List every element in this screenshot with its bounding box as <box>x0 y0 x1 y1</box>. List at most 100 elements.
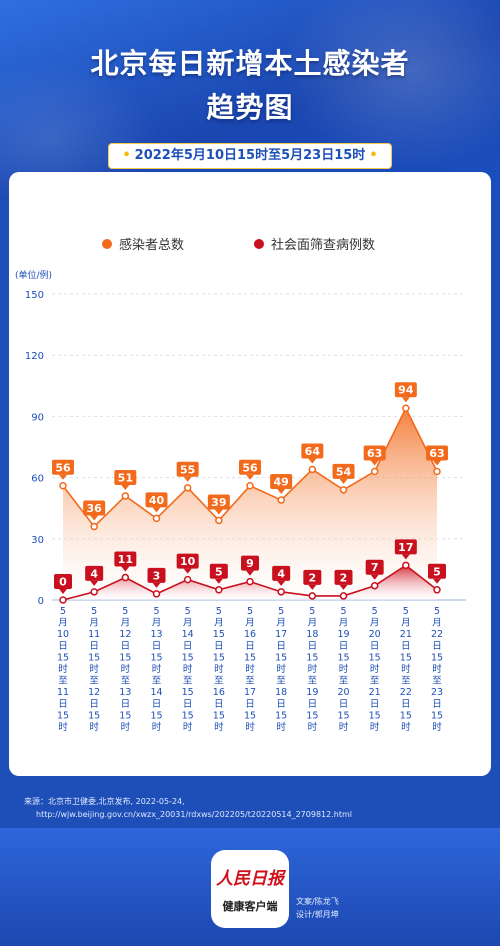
x-tick-char: 至 <box>89 676 99 687</box>
x-tick-char: 15 <box>182 710 194 721</box>
x-tick-char: 日 <box>308 699 318 710</box>
x-tick-char: 15 <box>119 710 131 721</box>
data-label: 64 <box>301 443 324 464</box>
x-tick-char: 时 <box>276 663 286 675</box>
x-tick-char: 日 <box>214 699 224 710</box>
x-tick-char: 5 <box>60 606 66 617</box>
credit-designer: 设计/郭月坤 <box>296 910 339 919</box>
data-label-text: 55 <box>180 463 195 476</box>
data-label-text: 63 <box>429 447 444 460</box>
source-url: http://wjw.beijing.gov.cn/xwzx_20031/rdx… <box>36 810 352 819</box>
x-tick-char: 月 <box>339 618 349 629</box>
data-label-box <box>301 443 324 459</box>
data-label-box <box>394 539 417 555</box>
data-label-text: 63 <box>367 447 382 460</box>
y-unit-label: (单位/例) <box>15 269 52 281</box>
data-label-text: 40 <box>149 494 165 507</box>
x-tick-char: 15 <box>213 652 225 663</box>
data-label-box <box>332 463 355 479</box>
data-label-box <box>303 569 322 585</box>
legend-marker <box>102 239 112 249</box>
x-tick-char: 日 <box>121 699 131 710</box>
date-range-badge: • 2022年5月10日15时至5月23日15时 • <box>108 143 392 169</box>
data-label: 11 <box>114 551 137 572</box>
x-tick-char: 日 <box>183 699 193 710</box>
data-point <box>90 588 98 596</box>
data-point <box>90 522 98 531</box>
data-label: 2 <box>303 569 322 590</box>
x-tick-char: 15 <box>306 710 318 721</box>
data-label-pointer <box>277 580 286 586</box>
data-label: 49 <box>270 474 293 495</box>
data-label: 56 <box>239 459 261 480</box>
x-tick-char: 5 <box>340 606 346 617</box>
x-tick-char: 月 <box>214 618 224 629</box>
x-tick-char: 日 <box>370 699 380 710</box>
x-tick-char: 22 <box>431 629 443 640</box>
data-label-pointer <box>308 458 317 464</box>
data-label-box <box>239 459 261 475</box>
x-tick-char: 时 <box>276 721 286 733</box>
x-tick-char: 日 <box>432 699 442 710</box>
x-tick-char: 月 <box>89 618 99 629</box>
data-label-box <box>145 492 168 508</box>
data-label-text: 4 <box>277 567 285 580</box>
data-label: 40 <box>145 492 168 513</box>
x-tick-char: 日 <box>370 641 380 652</box>
data-label-pointer <box>214 509 223 515</box>
chart-card: 感染者总数 社会面筛查病例数 (单位/例) 0 30 60 90 120 150 56 36 51… <box>9 172 491 776</box>
x-tick-char: 15 <box>337 652 349 663</box>
data-point <box>246 482 254 490</box>
data-label: 5 <box>428 563 446 584</box>
x-tick-char: 月 <box>432 618 442 629</box>
data-point <box>152 590 161 598</box>
data-label-pointer <box>401 397 410 403</box>
data-label: 63 <box>426 445 448 466</box>
data-label-pointer <box>308 584 317 590</box>
y-tick-label: 30 <box>31 535 44 546</box>
data-label: 39 <box>207 494 230 515</box>
x-tick-char: 15 <box>57 710 69 721</box>
x-tick-char: 日 <box>89 699 99 710</box>
data-label-pointer <box>90 515 99 521</box>
x-tick-char: 日 <box>276 699 286 710</box>
data-label-box <box>272 565 291 581</box>
data-point <box>277 588 285 596</box>
x-tick-char: 15 <box>213 629 225 640</box>
x-tick-char: 时 <box>308 721 318 733</box>
credits: 文案/陈龙飞 设计/郭月坤 <box>296 895 339 921</box>
data-point <box>339 486 348 494</box>
x-tick-char: 15 <box>244 652 256 663</box>
data-label-pointer <box>277 489 286 495</box>
x-tick-char: 15 <box>119 652 131 663</box>
data-label-pointer <box>401 554 410 560</box>
x-tick-char: 月 <box>152 618 162 629</box>
data-label-text: 0 <box>59 576 67 589</box>
x-tick-char: 至 <box>214 676 224 687</box>
x-tick-char: 至 <box>183 676 193 687</box>
data-point <box>59 482 67 490</box>
data-point <box>121 573 130 582</box>
x-tick-char: 14 <box>182 629 194 640</box>
x-tick-char: 21 <box>400 629 412 640</box>
data-label-box <box>176 461 199 477</box>
x-tick-char: 时 <box>245 663 255 675</box>
data-label-box <box>54 574 72 589</box>
x-tick-char: 日 <box>121 641 131 652</box>
x-tick-char: 15 <box>88 652 100 663</box>
x-tick-char: 时 <box>58 663 68 675</box>
x-tick-char: 18 <box>275 687 287 698</box>
x-tick-char: 月 <box>121 618 131 629</box>
x-tick-char: 日 <box>214 641 224 652</box>
data-point <box>59 596 67 604</box>
x-tick-char: 日 <box>58 699 68 710</box>
x-tick-char: 15 <box>337 710 349 721</box>
date-range-text: 2022年5月10日15时至5月23日15时 <box>134 148 366 163</box>
x-tick-char: 日 <box>401 699 411 710</box>
